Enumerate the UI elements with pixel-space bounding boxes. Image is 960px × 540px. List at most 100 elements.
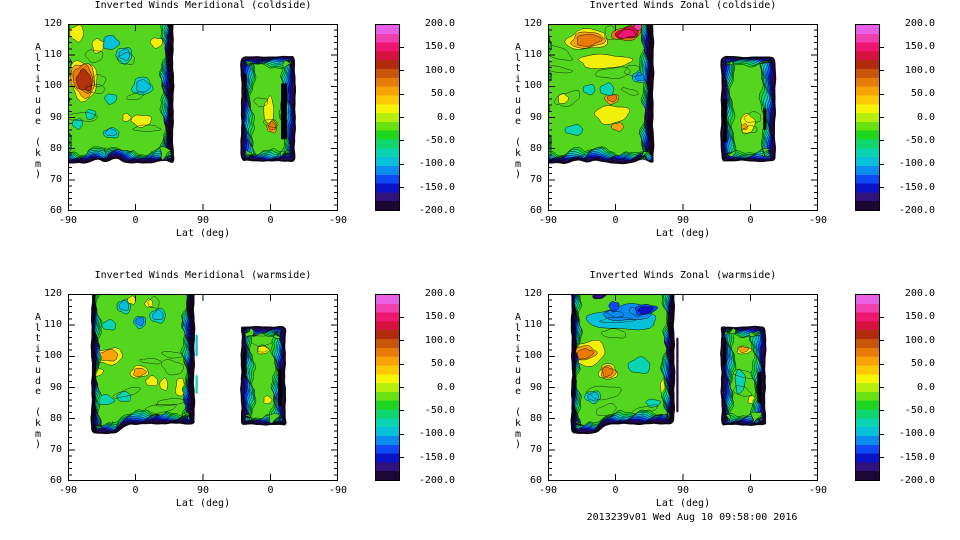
colorbar-label: 50.0 — [910, 88, 935, 100]
y-axis-label-char: e — [34, 116, 42, 128]
y-tick-label: 90 — [529, 381, 542, 393]
colorbar-label: 50.0 — [430, 88, 455, 100]
y-axis-label-char: l — [514, 322, 522, 334]
x-tick-label: 90 — [676, 215, 690, 226]
y-axis-label-char: ) — [514, 439, 522, 451]
x-tick-label: 90 — [196, 215, 210, 226]
colorbar — [375, 24, 400, 211]
contour-plot — [67, 23, 339, 212]
contour-canvas — [547, 23, 819, 212]
contour-plot — [547, 23, 819, 212]
colorbar-label: 0.0 — [916, 111, 935, 123]
colorbar-tick — [400, 457, 404, 459]
x-tick-label: 0 — [747, 485, 754, 496]
colorbar-tick — [880, 433, 884, 435]
y-axis-label-char: ( — [34, 137, 42, 149]
colorbar-label: -200.0 — [898, 205, 935, 216]
x-tick-label: 0 — [747, 215, 754, 226]
colorbar-label: 200.0 — [904, 18, 935, 29]
x-tick-label: 0 — [612, 215, 619, 226]
y-axis-label-char: d — [514, 105, 522, 117]
y-tick-label: 110 — [523, 319, 542, 331]
colorbar-tick — [880, 46, 884, 48]
y-axis-label-char: t — [34, 354, 42, 366]
y-tick-label: 100 — [523, 80, 542, 92]
x-axis-label: Lat (deg) — [175, 228, 231, 239]
y-tick-label: 70 — [529, 443, 542, 455]
panel-zonal-coldside: Inverted Winds Zonal (coldside) Lat (deg… — [480, 0, 960, 270]
colorbar-label: 150.0 — [904, 41, 935, 53]
colorbar-tick — [880, 163, 884, 165]
y-tick-label: 80 — [49, 412, 62, 424]
y-axis-label-char: k — [34, 418, 42, 429]
colorbar-tick — [400, 387, 404, 388]
colorbar-label: -50.0 — [904, 404, 935, 416]
colorbar-label: -100.0 — [418, 428, 455, 440]
y-axis-label-char: A — [34, 312, 42, 323]
panel-zonal-warmside: Inverted Winds Zonal (warmside) Lat (deg… — [480, 270, 960, 540]
y-tick-label: 120 — [43, 288, 62, 299]
colorbar-label: 100.0 — [904, 334, 935, 346]
y-axis-label-char: e — [514, 386, 522, 398]
y-axis-label-char: k — [514, 418, 522, 429]
colorbar-tick — [880, 363, 884, 365]
contour-plot — [67, 293, 339, 482]
panel-title: Inverted Winds Zonal (warmside) — [589, 270, 777, 281]
y-axis-label-char: t — [514, 84, 522, 96]
y-tick-label: 100 — [43, 350, 62, 362]
colorbar-tick — [400, 46, 404, 48]
y-tick-label: 60 — [529, 475, 542, 486]
contour-plot — [547, 293, 819, 482]
y-axis-label-char: t — [34, 333, 42, 345]
colorbar-tick — [880, 117, 884, 118]
colorbar-label: -50.0 — [904, 134, 935, 146]
y-axis-label-char: ( — [514, 407, 522, 419]
x-tick-label: 90 — [676, 485, 690, 496]
y-axis-label-char: t — [34, 63, 42, 75]
x-tick-label: 0 — [612, 485, 619, 496]
colorbar-label: -50.0 — [424, 404, 455, 416]
colorbar-label: -200.0 — [418, 475, 455, 486]
colorbar-tick — [880, 316, 884, 318]
x-tick-label: 0 — [267, 215, 274, 226]
y-axis-label-char: t — [514, 354, 522, 366]
y-axis-label-char: m — [34, 158, 42, 170]
panel-title: Inverted Winds Zonal (coldside) — [589, 0, 777, 11]
colorbar-tick — [880, 457, 884, 459]
x-axis-label: Lat (deg) — [175, 498, 231, 509]
x-tick-label: -90 — [58, 485, 78, 496]
colorbar-tick — [400, 140, 404, 142]
colorbar-label: 50.0 — [430, 358, 455, 370]
colorbar-tick — [400, 163, 404, 165]
colorbar-tick — [880, 93, 884, 95]
colorbar-tick — [400, 433, 404, 435]
colorbar-tick — [880, 340, 884, 342]
colorbar-label: -100.0 — [898, 428, 935, 440]
y-tick-label: 80 — [49, 142, 62, 154]
colorbar-tick — [880, 387, 884, 388]
y-tick-label: 100 — [43, 80, 62, 92]
colorbar-label: -150.0 — [418, 451, 455, 463]
colorbar-label: -100.0 — [898, 158, 935, 170]
y-axis-label-char: m — [514, 428, 522, 440]
y-axis-label-char: e — [514, 116, 522, 128]
x-tick-label: 90 — [196, 485, 210, 496]
y-tick-label: 110 — [43, 319, 62, 331]
colorbar-tick — [880, 410, 884, 412]
colorbar-label: 100.0 — [424, 334, 455, 346]
colorbar-label: 150.0 — [904, 311, 935, 323]
colorbar — [855, 24, 880, 211]
colorbar-label: -200.0 — [898, 475, 935, 486]
y-axis-label-char: t — [514, 63, 522, 75]
x-tick-label: -90 — [58, 215, 78, 226]
colorbar-tick — [400, 410, 404, 412]
y-axis-label-char: ) — [34, 169, 42, 181]
colorbar-label: -100.0 — [418, 158, 455, 170]
x-axis-label: Lat (deg) — [655, 498, 711, 509]
y-axis-label-char: k — [514, 148, 522, 159]
panel-title: Inverted Winds Meridional (coldside) — [94, 0, 312, 11]
y-axis-label-char: e — [34, 386, 42, 398]
colorbar — [375, 294, 400, 481]
y-tick-label: 90 — [49, 111, 62, 123]
